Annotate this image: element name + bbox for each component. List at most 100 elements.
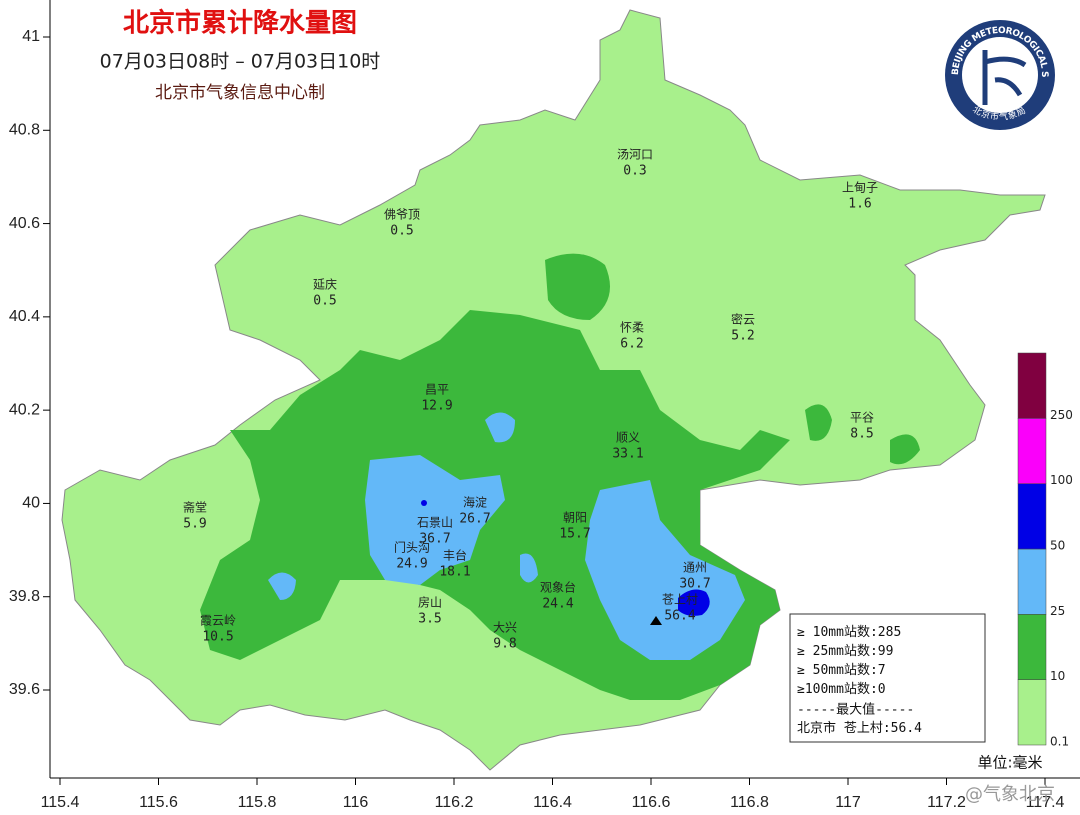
station-name: 昌平 (425, 383, 449, 397)
rain-25-50 (485, 412, 515, 443)
station-name: 顺义 (616, 431, 640, 445)
max-heading: -----最大值----- (797, 702, 914, 718)
period: 07月03日08时 – 07月03日10时 (100, 51, 381, 73)
rain-50-100 (678, 589, 710, 616)
station-name: 上甸子 (842, 181, 878, 195)
stat-line: ≥ 10mm站数:285 (797, 625, 901, 640)
y-tick-label: 40 (22, 495, 40, 512)
station-value: 1.6 (848, 197, 871, 212)
y-tick-label: 40.2 (9, 401, 40, 418)
x-tick-label: 117.2 (927, 794, 966, 811)
stat-value: 0 (878, 682, 886, 697)
legend-band (1017, 679, 1047, 746)
watermark: @气象北京 (965, 784, 1055, 805)
legend-band (1017, 418, 1047, 484)
station-name: 佛爷顶 (384, 208, 420, 222)
x-tick-label: 117 (835, 794, 861, 811)
stat-label: ≥100mm站数: (797, 682, 878, 697)
max-value: 56.4 (891, 721, 922, 736)
station-value: 9.8 (493, 637, 516, 652)
stat-value: 7 (878, 663, 886, 678)
rain-25-50 (585, 480, 745, 660)
y-tick-label: 39.6 (9, 681, 40, 698)
station-value: 30.7 (679, 577, 710, 592)
y-tick-label: 40.8 (9, 122, 40, 139)
station-name: 门头沟 (394, 540, 430, 555)
stat-line: ≥ 50mm站数:7 (797, 663, 886, 678)
x-tick-label: 116.4 (533, 794, 572, 811)
station-name: 石景山 (417, 516, 453, 530)
x-tick-label: 115.8 (238, 794, 277, 811)
stat-label: ≥ 25mm站数: (797, 644, 878, 659)
station-name: 怀柔 (620, 321, 644, 335)
station-name: 斋堂 (183, 500, 207, 515)
station-value: 12.9 (421, 399, 452, 414)
y-tick-label: 40.6 (9, 215, 40, 232)
x-tick-label: 116.2 (435, 794, 474, 811)
station-name: 观象台 (540, 580, 576, 595)
stations: 汤河口 0.3 上甸子 1.6 佛爷顶 0.5 延庆 0.5 怀柔 6.2 密云 5.2 昌平 12.9 平… (183, 148, 878, 652)
x-tick-label: 116.6 (632, 794, 671, 811)
legend-label: 25 (1050, 604, 1065, 618)
x-tick-label: 116 (343, 794, 369, 811)
station-name: 密云 (731, 312, 755, 327)
station-value: 5.2 (731, 329, 754, 344)
legend-label: 10 (1050, 669, 1065, 683)
station-value: 26.7 (459, 512, 490, 527)
rain-10-25 (805, 404, 832, 441)
x-tick-label: 117.4 (1026, 794, 1065, 811)
station-value: 3.5 (418, 612, 441, 627)
station-value: 24.9 (396, 557, 427, 572)
rain-10-25 (890, 434, 920, 465)
y-tick-label: 39.8 (9, 588, 40, 605)
station-name: 海淀 (463, 495, 487, 510)
y-tick-label: 40.4 (9, 308, 40, 325)
stat-line: ≥ 25mm站数:99 (797, 644, 893, 659)
stat-label: ≥ 10mm站数: (797, 625, 878, 640)
rain-25-50 (520, 553, 538, 583)
station-name: 房山 (418, 595, 442, 610)
station-name: 大兴 (493, 621, 517, 635)
station-name: 霞云岭 (200, 614, 236, 628)
station-value: 15.7 (559, 527, 590, 542)
legend: 0.1 10 25 50 100 250 (1017, 352, 1073, 749)
legend-band (1017, 352, 1047, 419)
stat-label: ≥ 50mm站数: (797, 663, 878, 678)
axis-ticks: 115.4 115.6 115.8 116 116.2 116.4 116.6 116.8 11… (9, 28, 1065, 811)
stat-line: ≥100mm站数:0 (797, 682, 886, 697)
station-value: 0.5 (313, 294, 336, 309)
station-value: 24.4 (542, 597, 573, 612)
rain-25-50 (268, 572, 296, 600)
station-name: 通州 (683, 561, 707, 575)
station-name: 丰台 (443, 548, 467, 563)
producer: 北京市气象信息中心制 (155, 83, 325, 103)
rain-25-50 (365, 455, 505, 585)
legend-label: 100 (1050, 473, 1073, 487)
legend-band (1017, 614, 1047, 680)
station-value: 0.5 (390, 224, 413, 239)
y-tick-label: 41 (22, 28, 40, 45)
station-name: 平谷 (850, 411, 874, 425)
statistics: ≥ 10mm站数:285≥ 25mm站数:99≥ 50mm站数:7≥100mm站… (797, 625, 901, 697)
station-value: 0.3 (623, 164, 646, 179)
station-value: 33.1 (612, 447, 643, 462)
x-tick-label: 116.8 (730, 794, 769, 811)
station-name: 苍上村 (662, 593, 698, 607)
rain-50-100 (421, 500, 427, 506)
rain-10-25 (545, 253, 610, 320)
max-region: 北京市 (797, 720, 836, 736)
station-value: 18.1 (439, 565, 470, 580)
station-value: 8.5 (850, 427, 873, 442)
legend-band (1017, 483, 1047, 550)
title: 北京市累计降水量图 (123, 8, 357, 39)
station-value: 10.5 (202, 630, 233, 645)
legend-label: 0.1 (1050, 735, 1069, 749)
x-tick-label: 115.6 (139, 794, 178, 811)
stat-value: 285 (878, 625, 901, 640)
station-value: 36.7 (419, 532, 450, 547)
station-value: 56.4 (664, 609, 695, 624)
max-station: 苍上村: (844, 721, 891, 736)
legend-band (1017, 548, 1047, 615)
legend-label: 50 (1050, 539, 1065, 553)
